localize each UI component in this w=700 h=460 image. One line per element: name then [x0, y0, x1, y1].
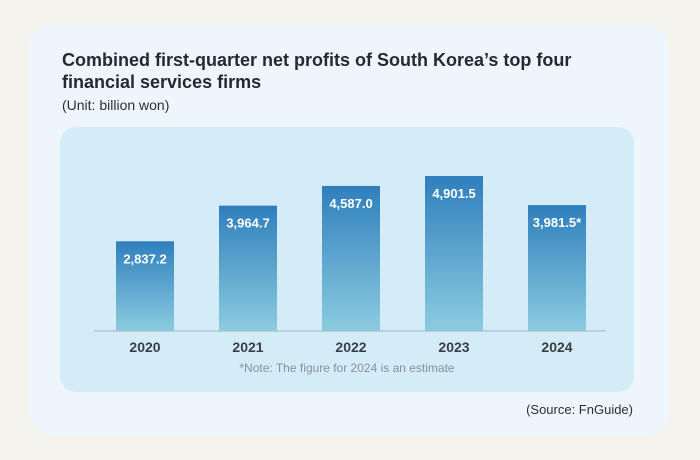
- x-tick-label-2023: 2023: [438, 339, 469, 355]
- bar-value-label-2021: 3,964.7: [226, 216, 269, 231]
- chart-title: Combined first-quarter net profits of So…: [62, 50, 572, 92]
- bar-value-label-2020: 2,837.2: [123, 251, 166, 266]
- plot-panel: 2,837.2 3,964.7 4,587.0 4,901.5 3,981.5* 202…: [60, 127, 634, 392]
- bar-2020: [116, 241, 174, 331]
- x-tick-label-2024: 2024: [541, 339, 572, 355]
- x-tick-label-2021: 2021: [232, 339, 263, 355]
- bar-2023: [425, 176, 483, 331]
- bar-value-label-2024: 3,981.5*: [533, 215, 582, 230]
- estimate-note: *Note: The figure for 2024 is an estimat…: [239, 361, 455, 375]
- chart-card: Combined first-quarter net profits of So…: [29, 25, 669, 435]
- x-tick-label-2020: 2020: [129, 339, 160, 355]
- bar-value-label-2022: 4,587.0: [329, 196, 372, 211]
- bar-2022: [322, 185, 380, 331]
- x-tick-label-2022: 2022: [335, 339, 366, 355]
- bar-2024: [528, 205, 586, 331]
- bar-chart: 2,837.2 3,964.7 4,587.0 4,901.5 3,981.5* 202…: [94, 176, 606, 355]
- bar-value-label-2023: 4,901.5: [432, 186, 475, 201]
- chart-unit: (Unit: billion won): [62, 97, 170, 113]
- source-credit: (Source: FnGuide): [526, 402, 633, 417]
- bar-2021: [219, 205, 277, 331]
